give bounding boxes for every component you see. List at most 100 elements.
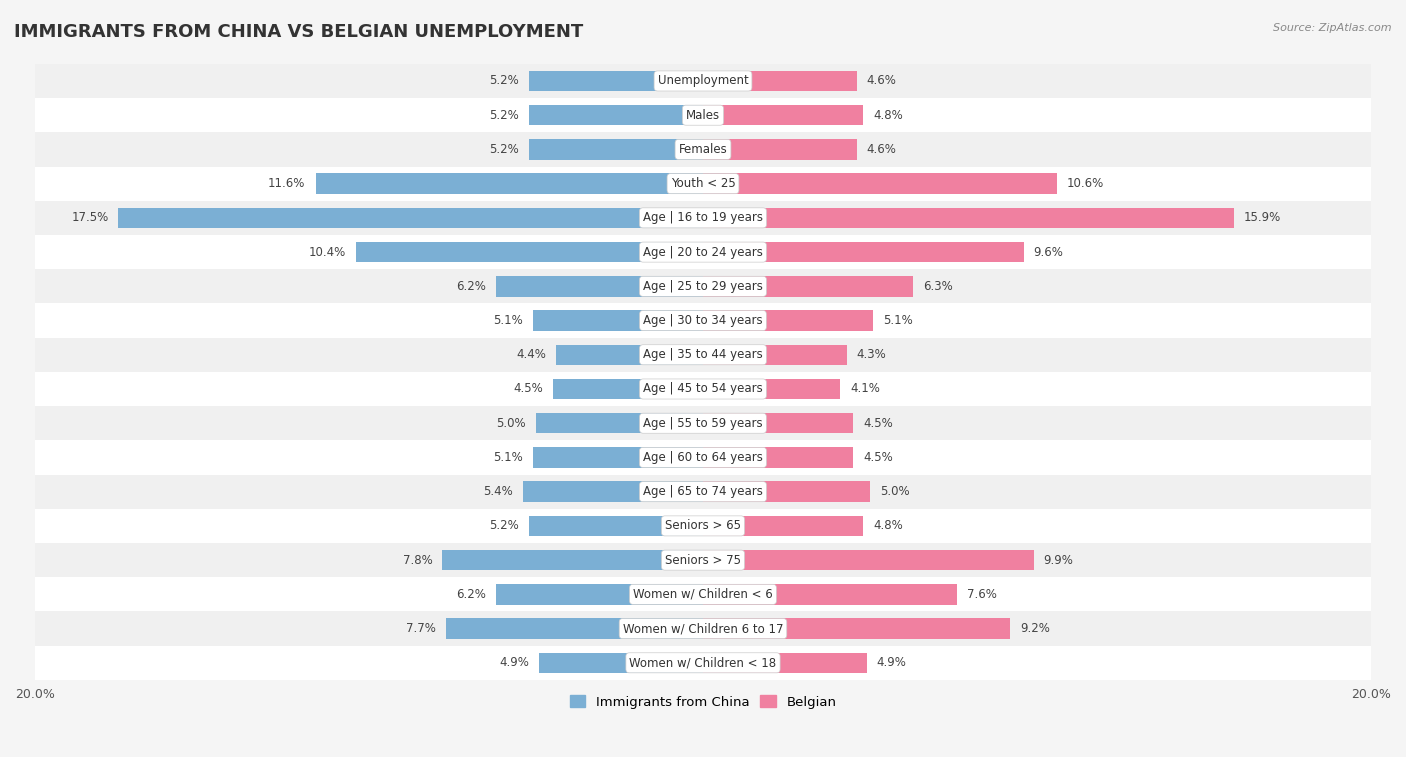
- Bar: [703, 241, 1024, 263]
- Text: Age | 60 to 64 years: Age | 60 to 64 years: [643, 451, 763, 464]
- Bar: [35, 578, 1371, 612]
- Text: 5.1%: 5.1%: [883, 314, 912, 327]
- Bar: [703, 413, 853, 434]
- Bar: [703, 105, 863, 126]
- Bar: [540, 653, 703, 673]
- Bar: [35, 543, 1371, 578]
- Text: Women w/ Children 6 to 17: Women w/ Children 6 to 17: [623, 622, 783, 635]
- Text: Women w/ Children < 6: Women w/ Children < 6: [633, 588, 773, 601]
- Text: Seniors > 65: Seniors > 65: [665, 519, 741, 532]
- Text: 5.1%: 5.1%: [494, 314, 523, 327]
- Bar: [35, 406, 1371, 441]
- Bar: [35, 372, 1371, 406]
- Text: Females: Females: [679, 143, 727, 156]
- Bar: [703, 481, 870, 502]
- Bar: [529, 70, 703, 92]
- Text: Age | 65 to 74 years: Age | 65 to 74 years: [643, 485, 763, 498]
- Bar: [555, 344, 703, 365]
- Bar: [703, 344, 846, 365]
- Bar: [443, 550, 703, 570]
- Text: 4.1%: 4.1%: [851, 382, 880, 395]
- Text: Seniors > 75: Seniors > 75: [665, 553, 741, 567]
- Text: Women w/ Children < 18: Women w/ Children < 18: [630, 656, 776, 669]
- Legend: Immigrants from China, Belgian: Immigrants from China, Belgian: [564, 690, 842, 714]
- Text: Males: Males: [686, 109, 720, 122]
- Text: 4.9%: 4.9%: [499, 656, 529, 669]
- Text: 9.6%: 9.6%: [1033, 245, 1063, 259]
- Text: 17.5%: 17.5%: [72, 211, 108, 224]
- Bar: [118, 207, 703, 228]
- Text: 4.5%: 4.5%: [513, 382, 543, 395]
- Bar: [703, 584, 957, 605]
- Text: 5.2%: 5.2%: [489, 143, 519, 156]
- Text: 5.2%: 5.2%: [489, 109, 519, 122]
- Bar: [553, 378, 703, 399]
- Bar: [703, 618, 1011, 639]
- Text: 5.2%: 5.2%: [489, 74, 519, 88]
- Bar: [35, 338, 1371, 372]
- Text: 9.2%: 9.2%: [1021, 622, 1050, 635]
- Bar: [35, 64, 1371, 98]
- Bar: [35, 167, 1371, 201]
- Text: Unemployment: Unemployment: [658, 74, 748, 88]
- Bar: [533, 310, 703, 331]
- Bar: [703, 70, 856, 92]
- Bar: [496, 276, 703, 297]
- Text: 15.9%: 15.9%: [1244, 211, 1281, 224]
- Text: Age | 30 to 34 years: Age | 30 to 34 years: [643, 314, 763, 327]
- Bar: [703, 173, 1057, 194]
- Text: 5.4%: 5.4%: [482, 485, 513, 498]
- Bar: [523, 481, 703, 502]
- Bar: [35, 304, 1371, 338]
- Bar: [315, 173, 703, 194]
- Bar: [703, 653, 866, 673]
- Text: 7.7%: 7.7%: [406, 622, 436, 635]
- Text: 7.6%: 7.6%: [967, 588, 997, 601]
- Text: 9.9%: 9.9%: [1043, 553, 1074, 567]
- Text: 4.3%: 4.3%: [856, 348, 886, 361]
- Bar: [529, 139, 703, 160]
- Bar: [529, 105, 703, 126]
- Text: 11.6%: 11.6%: [269, 177, 305, 190]
- Text: 4.4%: 4.4%: [516, 348, 546, 361]
- Bar: [529, 516, 703, 536]
- Text: 4.8%: 4.8%: [873, 109, 903, 122]
- Bar: [703, 516, 863, 536]
- Text: 4.9%: 4.9%: [877, 656, 907, 669]
- Bar: [703, 447, 853, 468]
- Text: Age | 55 to 59 years: Age | 55 to 59 years: [643, 416, 763, 430]
- Bar: [703, 550, 1033, 570]
- Text: IMMIGRANTS FROM CHINA VS BELGIAN UNEMPLOYMENT: IMMIGRANTS FROM CHINA VS BELGIAN UNEMPLO…: [14, 23, 583, 41]
- Text: Youth < 25: Youth < 25: [671, 177, 735, 190]
- Text: 5.2%: 5.2%: [489, 519, 519, 532]
- Bar: [35, 509, 1371, 543]
- Text: 4.6%: 4.6%: [866, 74, 897, 88]
- Text: 10.6%: 10.6%: [1067, 177, 1104, 190]
- Bar: [35, 201, 1371, 235]
- Text: 6.2%: 6.2%: [456, 280, 486, 293]
- Text: Age | 35 to 44 years: Age | 35 to 44 years: [643, 348, 763, 361]
- Text: 6.2%: 6.2%: [456, 588, 486, 601]
- Bar: [703, 207, 1234, 228]
- Bar: [35, 612, 1371, 646]
- Text: 5.0%: 5.0%: [496, 416, 526, 430]
- Text: 4.8%: 4.8%: [873, 519, 903, 532]
- Bar: [35, 646, 1371, 680]
- Text: 4.5%: 4.5%: [863, 451, 893, 464]
- Bar: [35, 132, 1371, 167]
- Text: Source: ZipAtlas.com: Source: ZipAtlas.com: [1274, 23, 1392, 33]
- Text: Age | 16 to 19 years: Age | 16 to 19 years: [643, 211, 763, 224]
- Bar: [356, 241, 703, 263]
- Bar: [703, 310, 873, 331]
- Bar: [533, 447, 703, 468]
- Bar: [35, 269, 1371, 304]
- Bar: [35, 98, 1371, 132]
- Text: Age | 45 to 54 years: Age | 45 to 54 years: [643, 382, 763, 395]
- Bar: [703, 378, 839, 399]
- Bar: [35, 235, 1371, 269]
- Bar: [446, 618, 703, 639]
- Bar: [703, 276, 914, 297]
- Bar: [703, 139, 856, 160]
- Bar: [496, 584, 703, 605]
- Bar: [35, 475, 1371, 509]
